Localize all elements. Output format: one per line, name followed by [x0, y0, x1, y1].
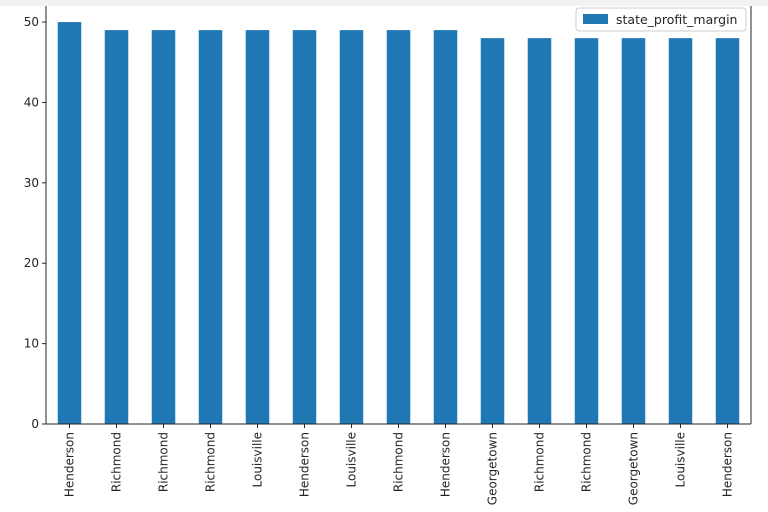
bar — [621, 38, 646, 425]
bar — [715, 38, 740, 425]
bar — [245, 30, 270, 425]
y-tick-label: 40 — [24, 95, 39, 109]
bar — [198, 30, 223, 425]
x-tick-label: Henderson — [721, 432, 735, 497]
bars-group — [57, 22, 740, 425]
x-tick-label: Richmond — [110, 432, 124, 492]
top-strip — [0, 0, 768, 6]
x-tick-label: Georgetown — [486, 432, 500, 505]
bar — [151, 30, 176, 425]
legend: state_profit_margin — [575, 7, 747, 32]
x-tick-label: Louisville — [674, 432, 688, 488]
x-tick-label: Richmond — [392, 432, 406, 492]
bar — [668, 38, 693, 425]
bar — [292, 30, 317, 425]
x-axis-ticks: Henderson Richmond Richmond Richmond Louisvi… — [63, 424, 735, 505]
x-tick-label: Richmond — [580, 432, 594, 492]
bar — [57, 22, 82, 425]
bar — [480, 38, 505, 425]
y-tick-label: 20 — [24, 256, 39, 270]
bar — [339, 30, 364, 425]
bar — [527, 38, 552, 425]
bar — [104, 30, 129, 425]
x-tick-label: Richmond — [157, 432, 171, 492]
y-tick-label: 30 — [24, 176, 39, 190]
bar — [433, 30, 458, 425]
bar — [386, 30, 411, 425]
y-tick-label: 50 — [24, 15, 39, 29]
x-tick-label: Henderson — [298, 432, 312, 497]
legend-swatch — [583, 14, 608, 24]
bar — [574, 38, 599, 425]
legend-box — [575, 7, 747, 32]
x-tick-label: Richmond — [204, 432, 218, 492]
x-tick-label: Louisville — [251, 432, 265, 488]
x-tick-label: Henderson — [63, 432, 77, 497]
x-tick-label: Richmond — [533, 432, 547, 492]
y-tick-label: 0 — [31, 417, 39, 431]
y-axis-ticks: 0 10 20 30 40 50 — [24, 15, 46, 431]
x-tick-label: Henderson — [439, 432, 453, 497]
x-tick-label: Louisville — [345, 432, 359, 488]
legend-label: state_profit_margin — [616, 12, 737, 27]
y-tick-label: 10 — [24, 337, 39, 351]
x-tick-label: Georgetown — [627, 432, 641, 505]
